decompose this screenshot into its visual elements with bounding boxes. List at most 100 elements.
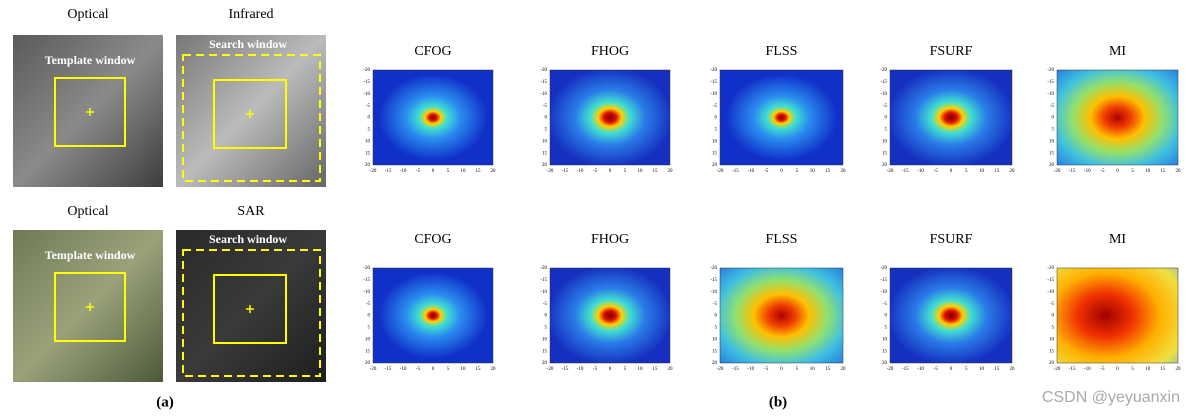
y-tick-label: 0: [1052, 116, 1055, 121]
y-tick-label: 10: [542, 337, 548, 342]
x-tick-label: 15: [653, 169, 659, 174]
x-tick-label: -20: [547, 169, 554, 174]
x-tick-label: 15: [825, 367, 831, 372]
map-title: FHOG: [591, 44, 629, 59]
x-tick-label: -10: [917, 169, 924, 174]
y-tick-label: 15: [365, 349, 371, 354]
similarity-map: [1056, 267, 1179, 364]
y-tick-label: -20: [540, 68, 547, 73]
similarity-map: [372, 69, 494, 166]
x-tick-label: 15: [994, 169, 1000, 174]
x-tick-label: -20: [717, 367, 724, 372]
y-tick-label: 15: [1049, 349, 1055, 354]
y-tick-label: 0: [715, 116, 718, 121]
y-tick-label: -15: [710, 80, 717, 85]
y-tick-label: -15: [880, 278, 887, 283]
y-tick-label: -10: [540, 92, 547, 97]
x-tick-label: -5: [934, 169, 939, 174]
x-tick-label: -5: [416, 169, 421, 174]
x-tick-label: -10: [577, 367, 584, 372]
x-tick-label: 0: [950, 169, 953, 174]
y-tick-label: 0: [885, 314, 888, 319]
y-tick-label: -20: [363, 266, 370, 271]
x-tick-label: -20: [370, 169, 377, 174]
x-tick-label: 20: [1010, 367, 1016, 372]
y-tick-label: 0: [885, 116, 888, 121]
y-tick-label: 20: [365, 163, 371, 168]
x-tick-label: 0: [432, 169, 435, 174]
window-label: Template window: [45, 248, 136, 262]
template-window: [54, 77, 126, 147]
y-tick-label: 5: [885, 326, 888, 331]
x-tick-label: 20: [1010, 169, 1016, 174]
image-title: Optical: [67, 204, 108, 219]
x-tick-label: -20: [1054, 169, 1061, 174]
x-tick-label: 5: [965, 367, 968, 372]
x-tick-label: -10: [400, 169, 407, 174]
template-window: [213, 79, 287, 149]
image-title: Optical: [67, 7, 108, 22]
y-tick-label: 0: [545, 314, 548, 319]
x-tick-label: 5: [965, 169, 968, 174]
x-tick-label: -5: [764, 169, 769, 174]
x-tick-label: 20: [1176, 367, 1182, 372]
y-tick-label: 5: [368, 128, 371, 133]
y-tick-label: 15: [882, 349, 888, 354]
y-tick-label: -15: [880, 80, 887, 85]
y-tick-label: -5: [543, 302, 548, 307]
search-window: [182, 249, 321, 377]
y-tick-label: -20: [710, 266, 717, 271]
y-tick-label: 10: [712, 337, 718, 342]
y-tick-label: -15: [710, 278, 717, 283]
x-tick-label: 10: [1145, 367, 1151, 372]
x-tick-label: -10: [1084, 169, 1091, 174]
similarity-map: [719, 69, 844, 166]
y-tick-label: -5: [543, 104, 548, 109]
y-tick-label: -15: [540, 80, 547, 85]
x-tick-label: 5: [796, 367, 799, 372]
x-tick-label: -10: [1084, 367, 1091, 372]
window-label: Template window: [45, 53, 136, 67]
y-tick-label: 15: [712, 151, 718, 156]
y-tick-label: 5: [545, 128, 548, 133]
x-tick-label: 5: [796, 169, 799, 174]
y-tick-label: 15: [882, 151, 888, 156]
x-tick-label: 15: [476, 169, 482, 174]
x-tick-label: 15: [825, 169, 831, 174]
y-tick-label: 20: [542, 361, 548, 366]
x-tick-label: -10: [400, 367, 407, 372]
x-tick-label: 0: [432, 367, 435, 372]
x-tick-label: 10: [979, 169, 985, 174]
y-tick-label: 20: [882, 163, 888, 168]
map-title: MI: [1109, 44, 1126, 59]
center-marker: [246, 305, 254, 313]
y-tick-label: -5: [366, 302, 371, 307]
y-tick-label: -20: [1047, 266, 1054, 271]
y-tick-label: 20: [712, 361, 718, 366]
x-tick-label: 20: [668, 367, 674, 372]
window-label: Search window: [209, 37, 287, 51]
x-tick-label: -5: [1100, 169, 1105, 174]
y-tick-label: -5: [883, 302, 888, 307]
y-tick-label: 0: [368, 314, 371, 319]
x-tick-label: 20: [491, 169, 497, 174]
x-tick-label: 20: [491, 367, 497, 372]
x-tick-label: 0: [950, 367, 953, 372]
x-tick-label: 0: [780, 367, 783, 372]
map-title: MI: [1109, 232, 1126, 247]
x-tick-label: 5: [447, 367, 450, 372]
x-tick-label: 0: [609, 367, 612, 372]
y-tick-label: 20: [882, 361, 888, 366]
y-tick-label: -10: [1047, 290, 1054, 295]
y-tick-label: -15: [540, 278, 547, 283]
y-tick-label: -5: [1050, 104, 1055, 109]
similarity-map: [549, 267, 671, 364]
y-tick-label: -5: [713, 104, 718, 109]
y-tick-label: -10: [710, 92, 717, 97]
x-tick-label: 10: [638, 367, 644, 372]
x-tick-label: 20: [841, 169, 847, 174]
x-tick-label: 20: [668, 169, 674, 174]
y-tick-label: 5: [715, 128, 718, 133]
center-marker: [246, 110, 254, 118]
x-tick-label: -10: [917, 367, 924, 372]
